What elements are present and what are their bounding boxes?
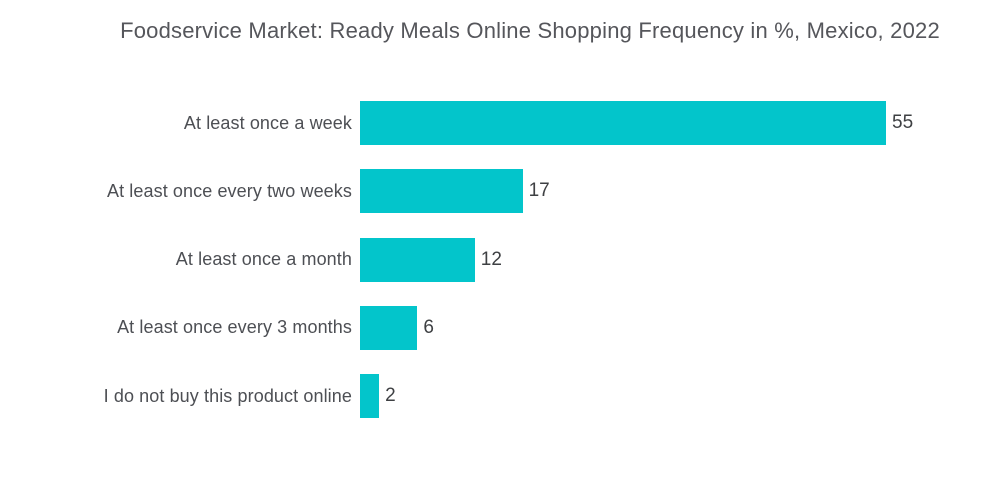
bar-row: At least once every two weeks 17 [0,157,1000,225]
bar-row: At least once a week 55 [0,89,1000,157]
value-label: 55 [892,112,914,134]
category-label: At least once a month [175,249,352,270]
value-label: 17 [528,180,550,202]
bar [360,305,418,350]
category-label: At least once every two weeks [106,180,352,201]
value-label: 6 [423,316,434,338]
bar-row: At least once a month 12 [0,226,1000,294]
chart-title: Foodservice Market: Ready Meals Online S… [120,18,940,43]
category-label: At least once a week [183,112,352,133]
bar-chart: At least once a week 55 At least once ever… [0,89,1000,430]
bar [360,169,523,214]
value-label: 12 [480,248,502,270]
bar [360,101,886,146]
bar-row: At least once every 3 months 6 [0,294,1000,362]
value-label: 2 [385,385,396,407]
bar [360,237,475,282]
category-label: I do not buy this product online [103,385,352,406]
category-label: At least once every 3 months [117,317,352,338]
bar [360,374,380,419]
bar-row: I do not buy this product online 2 [0,362,1000,430]
